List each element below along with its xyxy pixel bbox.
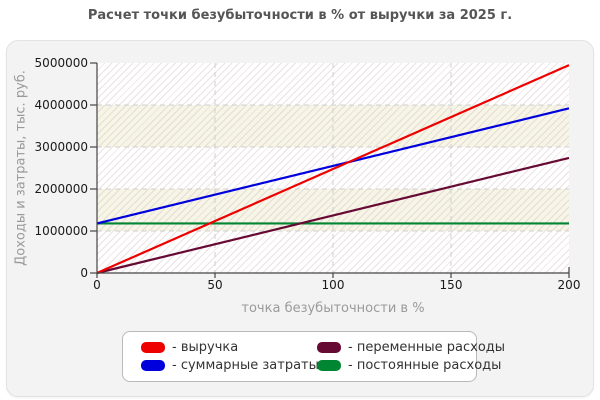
x-tick-label: 200: [557, 278, 581, 292]
legend-item-fixed-costs: - постоянные расходы: [317, 357, 505, 374]
y-tick-label: 4000000: [34, 98, 88, 112]
y-tick-label: 1000000: [34, 224, 88, 238]
legend-label-fixed-costs: - постоянные расходы: [348, 358, 502, 373]
legend-item-revenue: - выручка: [141, 339, 317, 356]
y-tick-label: 3000000: [34, 140, 88, 154]
legend: - выручка - суммарные затраты - переменн…: [122, 331, 505, 382]
legend-item-variable-costs: - переменные расходы: [317, 339, 505, 356]
legend-item-total-costs: - суммарные затраты: [141, 357, 319, 374]
chart-title: Расчет точки безубыточности в % от выруч…: [87, 8, 513, 23]
legend-swatch-total-costs: [141, 360, 165, 371]
x-tick-label: 50: [207, 278, 223, 292]
legend-swatch-revenue: [141, 342, 165, 353]
y-tick-label: 2000000: [34, 182, 88, 196]
y-tick-label: 5000000: [34, 56, 88, 70]
legend-swatch-fixed-costs: [317, 360, 341, 371]
x-tick-label: 100: [321, 278, 345, 292]
x-tick-label: 0: [93, 278, 101, 292]
legend-label-revenue: - выручка: [172, 340, 239, 355]
x-axis-title: точка безубыточности в %: [241, 301, 425, 316]
x-tick-label: 150: [439, 278, 463, 292]
legend-swatch-variable-costs: [317, 342, 341, 353]
legend-label-total-costs: - суммарные затраты: [172, 358, 319, 373]
legend-label-variable-costs: - переменные расходы: [348, 340, 506, 355]
y-tick-label: 0: [80, 266, 88, 280]
plot-area: [97, 63, 569, 273]
